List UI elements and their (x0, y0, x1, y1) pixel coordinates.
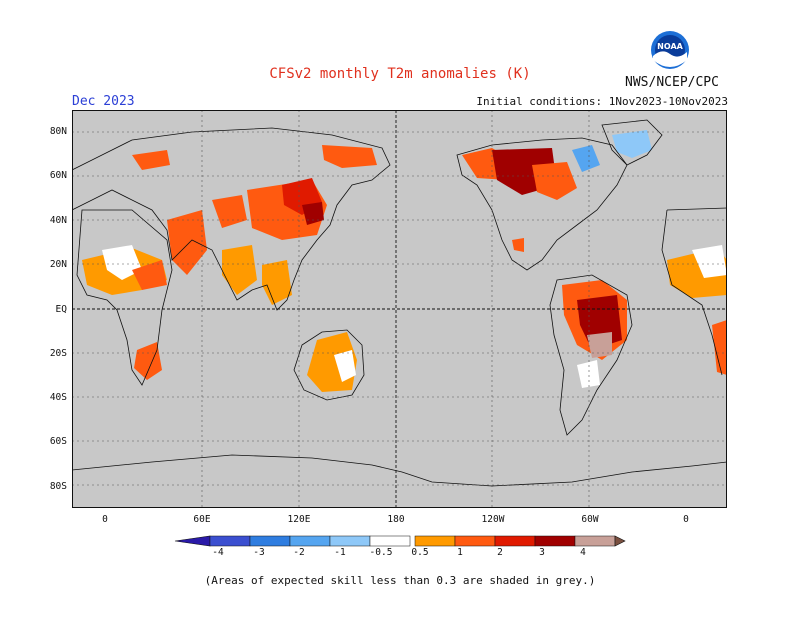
colorbar-high-arrow (614, 535, 626, 547)
colorbar-tick-label: 1 (457, 547, 463, 558)
colorbar-swatch (574, 535, 616, 547)
lon-label: 60E (193, 514, 211, 525)
lon-label: 0 (683, 514, 689, 525)
organization-label: NWS/NCEP/CPC (625, 75, 719, 90)
map-frame (72, 110, 727, 508)
colorbar-swatch (209, 535, 251, 547)
colorbar-tick-label: -2 (293, 547, 305, 558)
anomaly-patches (82, 130, 727, 392)
graticule (72, 110, 727, 508)
colorbar-swatch (494, 535, 536, 547)
lon-label: 180 (387, 514, 405, 525)
coastlines (72, 119, 727, 487)
colorbar-swatch (369, 535, 411, 547)
colorbar (174, 535, 626, 547)
initial-conditions: Initial conditions: 1Nov2023-10Nov2023 (476, 95, 728, 108)
colorbar-tick-label: 4 (580, 547, 586, 558)
lat-label: 60S (49, 436, 67, 447)
lon-label: 0 (102, 514, 108, 525)
colorbar-swatch (289, 535, 331, 547)
footnote: (Areas of expected skill less than 0.3 a… (204, 574, 596, 587)
colorbar-tick-label: -0.5 (369, 547, 393, 558)
colorbar-low-arrow (174, 535, 211, 547)
logo-text: NOAA (657, 42, 683, 51)
colorbar-tick-label: 2 (497, 547, 503, 558)
lat-label: 40S (49, 392, 67, 403)
colorbar-tick-label: 3 (539, 547, 545, 558)
lon-label: 120E (287, 514, 311, 525)
lat-label: EQ (55, 304, 67, 315)
forecast-month: Dec 2023 (72, 94, 135, 109)
lat-label: 80S (49, 481, 67, 492)
lon-label: 120W (481, 514, 505, 525)
lat-label: 20N (49, 259, 67, 270)
lat-label: 20S (49, 348, 67, 359)
map-title: CFSv2 monthly T2m anomalies (K) (269, 66, 531, 82)
lat-label: 80N (49, 126, 67, 137)
colorbar-swatch (249, 535, 291, 547)
anomaly-map (72, 110, 727, 508)
colorbar-swatch (454, 535, 496, 547)
colorbar-tick-label: -1 (334, 547, 346, 558)
colorbar-tick-label: -4 (212, 547, 224, 558)
colorbar-swatch (414, 535, 456, 547)
colorbar-tick-label: 0.5 (411, 547, 429, 558)
colorbar-swatch (329, 535, 371, 547)
lat-label: 60N (49, 170, 67, 181)
noaa-logo-icon: NOAA (651, 31, 689, 69)
lon-label: 60W (581, 514, 599, 525)
colorbar-swatch (534, 535, 576, 547)
lat-label: 40N (49, 215, 67, 226)
colorbar-tick-label: -3 (253, 547, 265, 558)
